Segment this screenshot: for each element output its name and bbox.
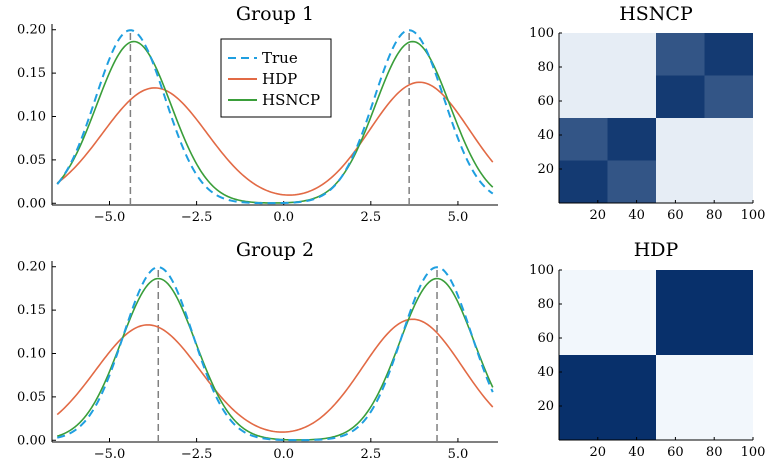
heatmap-cell-block: [656, 118, 753, 203]
legend: True HDP HSNCP: [220, 38, 332, 118]
heatmap-title: HDP: [634, 239, 679, 261]
heatmap-cell-block: [656, 75, 705, 118]
x-tick-label: 80: [706, 208, 723, 223]
heatmap-title: HSNCP: [619, 3, 693, 25]
heatmap-panel-hdp: HDP 20 40 60 80 100 20 40 60 80 100: [529, 239, 765, 460]
y-tick-label: 0.15: [17, 303, 46, 318]
x-tick-label: 2.5: [360, 210, 381, 225]
series-line-hdp: [56, 81, 494, 196]
x-tick-label: 5.0: [448, 210, 469, 225]
series-line-hdp: [56, 318, 494, 433]
y-tick-label: 40: [537, 365, 554, 380]
x-tick-label: 5.0: [448, 447, 469, 462]
x-tick-label: −2.5: [181, 210, 213, 225]
x-tick-label: 0.0: [273, 210, 294, 225]
y-tick-label: 60: [537, 94, 554, 109]
x-tick-label: 100: [741, 208, 766, 223]
x-tick-label: 60: [667, 445, 684, 460]
y-tick-label: 60: [537, 331, 554, 346]
x-tick-label: −2.5: [181, 447, 213, 462]
x-tick-label: 20: [590, 208, 607, 223]
heatmap-cell-block: [607, 118, 656, 161]
y-tick-label: 0.05: [17, 390, 46, 405]
y-tick-label: 20: [537, 399, 554, 414]
x-tick-label: −5.0: [94, 447, 126, 462]
y-tick-label: 80: [537, 297, 554, 312]
y-tick-label: 40: [537, 128, 554, 143]
y-tick-label: 100: [529, 263, 554, 278]
heatmap-cell-block: [607, 160, 656, 203]
legend-label-true: True: [262, 49, 298, 67]
heatmap-cell-block: [704, 75, 753, 118]
heatmap-cell-block: [559, 33, 656, 118]
y-tick-label: 0.10: [17, 347, 46, 362]
y-tick-label: 0.20: [17, 260, 46, 275]
y-tick-label: 0.15: [17, 66, 46, 81]
y-tick-label: 80: [537, 60, 554, 75]
x-tick-label: 60: [667, 208, 684, 223]
x-tick-label: 80: [706, 445, 723, 460]
x-tick-label: 40: [628, 445, 645, 460]
heatmap-cell-block: [559, 355, 656, 440]
x-tick-label: −5.0: [94, 210, 126, 225]
series-line-true: [56, 29, 494, 205]
series-line-true: [57, 266, 494, 442]
x-tick-label: 0.0: [273, 447, 294, 462]
series-line-hsncp: [56, 277, 494, 441]
density-panel-2: Group 2 −5.0 −2.5 0.0 2.5 5.0 0.00 0.05 0.10 0.15…: [17, 239, 498, 462]
x-tick-label: 20: [590, 445, 607, 460]
x-tick-label: 40: [628, 208, 645, 223]
heatmap-cell-block: [559, 118, 608, 161]
panel-title: Group 2: [236, 239, 314, 261]
y-tick-label: 0.10: [17, 110, 46, 125]
heatmap-cell-block: [656, 355, 753, 440]
y-tick-label: 0.00: [17, 196, 46, 211]
heatmap-panel-hsncp: HSNCP 20 40 60 80 100 20 40 60 80 100: [529, 3, 765, 223]
y-tick-label: 0.00: [17, 433, 46, 448]
x-tick-label: 100: [741, 445, 766, 460]
legend-label-hdp: HDP: [262, 70, 297, 88]
heatmap-cell-block: [656, 33, 705, 76]
density-panel-1: Group 1 −5.0 −2.5 0.0 2.5 5.0 0.00 0.05 0.10 0.15…: [17, 3, 498, 225]
legend-label-hsncp: HSNCP: [262, 91, 320, 109]
heatmap-cell-block: [559, 270, 656, 355]
x-tick-label: 2.5: [360, 447, 381, 462]
heatmap-cell-block: [559, 160, 608, 203]
heatmap-cell-block: [704, 33, 753, 76]
panel-title: Group 1: [236, 3, 314, 25]
y-tick-label: 20: [537, 162, 554, 177]
y-tick-label: 0.05: [17, 153, 46, 168]
heatmap-cell-block: [656, 270, 753, 355]
y-tick-label: 100: [529, 26, 554, 41]
y-tick-label: 0.20: [17, 23, 46, 38]
